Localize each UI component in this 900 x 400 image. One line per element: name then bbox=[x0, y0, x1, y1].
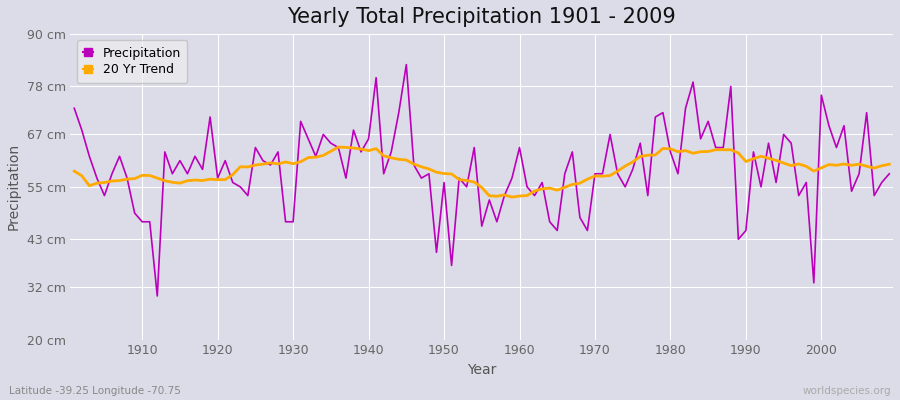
Title: Yearly Total Precipitation 1901 - 2009: Yearly Total Precipitation 1901 - 2009 bbox=[287, 7, 676, 27]
Text: worldspecies.org: worldspecies.org bbox=[803, 386, 891, 396]
Legend: Precipitation, 20 Yr Trend: Precipitation, 20 Yr Trend bbox=[76, 40, 187, 82]
Y-axis label: Precipitation: Precipitation bbox=[7, 143, 21, 230]
Text: Latitude -39.25 Longitude -70.75: Latitude -39.25 Longitude -70.75 bbox=[9, 386, 181, 396]
X-axis label: Year: Year bbox=[467, 363, 497, 377]
